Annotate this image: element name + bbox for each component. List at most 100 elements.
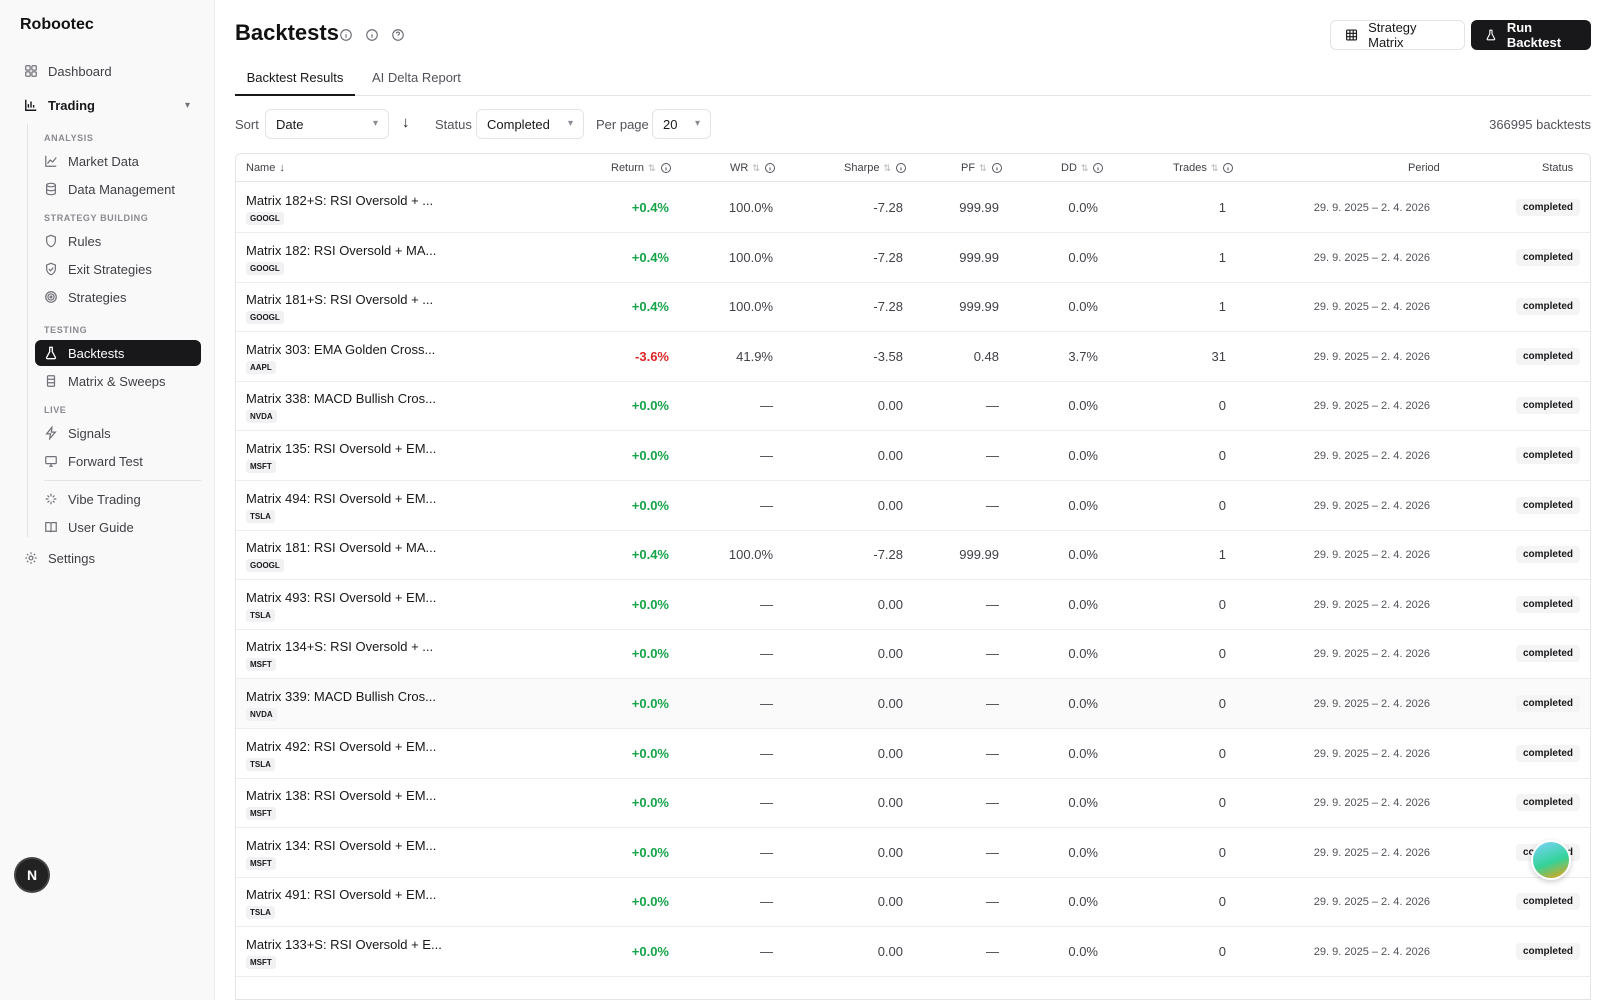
sidebar-item-strategies[interactable]: Strategies xyxy=(35,284,201,310)
backtest-name[interactable]: Matrix 339: MACD Bullish Cros... xyxy=(246,689,436,704)
info-icon[interactable] xyxy=(991,162,1003,174)
column-header-wr[interactable]: WR ⇅ xyxy=(730,162,776,174)
table-row[interactable]: Matrix 181: RSI Oversold + MA... GOOGL +0.… xyxy=(236,530,1590,581)
user-avatar[interactable]: N xyxy=(16,859,48,891)
status-select[interactable]: Completed ▾ xyxy=(476,109,584,139)
info-icon[interactable] xyxy=(660,162,672,174)
table-row[interactable]: Matrix 182: RSI Oversold + MA... GOOGL +0.… xyxy=(236,233,1590,283)
column-header-dd[interactable]: DD ⇅ xyxy=(1061,162,1104,174)
backtest-name[interactable]: Matrix 491: RSI Oversold + EM... xyxy=(246,887,437,903)
sidebar-item-data-management[interactable]: Data Management xyxy=(35,176,201,202)
tab-backtest-results[interactable]: Backtest Results xyxy=(235,70,355,96)
sort-icon: ⇅ xyxy=(752,162,760,173)
period-value: 29. 9. 2025 – 2. 4. 2026 xyxy=(1313,202,1430,214)
table-row[interactable]: Matrix 494: RSI Oversold + EM... TSLA +0.0… xyxy=(236,481,1590,531)
sidebar-item-forward-test[interactable]: Forward Test xyxy=(35,448,201,474)
assistant-avatar-button[interactable] xyxy=(1531,840,1571,880)
help-icon[interactable] xyxy=(391,28,405,42)
sidebar-item-signals[interactable]: Signals xyxy=(35,420,201,446)
sidebar-item-label: Market Data xyxy=(68,153,139,169)
backtest-name[interactable]: Matrix 133+S: RSI Oversold + E... xyxy=(246,937,442,952)
backtest-name[interactable]: Matrix 181: RSI Oversold + MA... xyxy=(246,540,437,556)
info-icon[interactable] xyxy=(1092,162,1104,174)
table-row[interactable]: Matrix 134+S: RSI Oversold + ... MSFT +0.0… xyxy=(236,629,1590,680)
table-row[interactable]: Matrix 138: RSI Oversold + EM... MSFT +0.0… xyxy=(236,778,1590,829)
sort-select[interactable]: Date ▾ xyxy=(265,109,389,139)
table-row[interactable]: Matrix 338: MACD Bullish Cros... NVDA +0.0… xyxy=(236,381,1590,432)
info-icon[interactable] xyxy=(764,162,776,174)
period-value: 29. 9. 2025 – 2. 4. 2026 xyxy=(1313,946,1430,958)
table-row[interactable]: Matrix 133+S: RSI Oversold + E... MSFT +0.… xyxy=(236,927,1590,977)
per-page-select[interactable]: 20 ▾ xyxy=(652,109,711,139)
table-row[interactable]: Matrix 492: RSI Oversold + EM... TSLA +0.0… xyxy=(236,729,1590,779)
backtest-name[interactable]: Matrix 134+S: RSI Oversold + ... xyxy=(246,639,434,655)
sidebar-item-user-guide[interactable]: User Guide xyxy=(35,514,201,540)
table-header: Name ↓ Return ⇅ WR ⇅ Sharpe ⇅ PF ⇅ DD ⇅ Trades… xyxy=(236,154,1590,182)
ticker-badge: TSLA xyxy=(246,757,275,771)
sidebar-item-label: Signals xyxy=(68,425,111,441)
sidebar-item-rules[interactable]: Rules xyxy=(35,228,201,254)
info-icon[interactable] xyxy=(1222,162,1234,174)
drawdown-value: 0.0% xyxy=(1068,200,1098,215)
backtest-name[interactable]: Matrix 182+S: RSI Oversold + ... xyxy=(246,193,434,208)
column-header-name[interactable]: Name ↓ xyxy=(246,162,285,174)
ticker-badge: NVDA xyxy=(246,708,277,721)
info-icon[interactable] xyxy=(339,28,353,42)
backtest-name[interactable]: Matrix 134: RSI Oversold + EM... xyxy=(246,837,437,853)
column-header-pf[interactable]: PF ⇅ xyxy=(961,162,1003,174)
sidebar-item-settings[interactable]: Settings xyxy=(22,545,200,571)
backtest-name[interactable]: Matrix 492: RSI Oversold + EM... xyxy=(246,738,437,754)
win-rate-value: — xyxy=(760,944,773,959)
profit-factor-value: — xyxy=(986,944,999,959)
column-header-trades[interactable]: Trades ⇅ xyxy=(1173,162,1234,174)
sidebar-item-label: Dashboard xyxy=(48,63,112,79)
chevron-down-icon[interactable]: ▾ xyxy=(184,99,190,111)
table-row[interactable]: Matrix 491: RSI Oversold + EM... TSLA +0.0… xyxy=(236,877,1590,928)
table-row[interactable]: Matrix 181+S: RSI Oversold + ... GOOGL +0.… xyxy=(236,282,1590,333)
drawdown-value: 0.0% xyxy=(1068,497,1098,513)
info-icon[interactable] xyxy=(365,28,379,42)
column-header-sharpe[interactable]: Sharpe ⇅ xyxy=(844,162,907,174)
sidebar-item-dashboard[interactable]: Dashboard xyxy=(22,58,200,84)
backtest-name[interactable]: Matrix 138: RSI Oversold + EM... xyxy=(246,788,437,804)
info-icon[interactable] xyxy=(895,162,907,174)
sidebar-item-vibe-trading[interactable]: Vibe Trading xyxy=(35,486,201,512)
backtest-name[interactable]: Matrix 135: RSI Oversold + EM... xyxy=(246,441,437,456)
brand-logo[interactable]: Robootec xyxy=(20,16,94,33)
button-label: Run Backtest xyxy=(1506,20,1562,50)
run-backtest-button[interactable]: Run Backtest xyxy=(1471,20,1591,50)
return-value: +0.4% xyxy=(631,547,669,563)
sidebar-item-label: Vibe Trading xyxy=(68,491,141,507)
trades-value: 1 xyxy=(1218,547,1226,563)
table-row[interactable]: Matrix 493: RSI Oversold + EM... TSLA +0.0… xyxy=(236,580,1590,630)
drawdown-value: 0.0% xyxy=(1068,398,1098,414)
profit-factor-value: 999.99 xyxy=(959,299,999,315)
sidebar-item-market-data[interactable]: Market Data xyxy=(35,148,201,174)
backtest-name[interactable]: Matrix 494: RSI Oversold + EM... xyxy=(246,490,437,506)
backtest-name[interactable]: Matrix 303: EMA Golden Cross... xyxy=(246,341,436,357)
status-select-value: Completed xyxy=(487,117,550,132)
sidebar-item-backtests[interactable]: Backtests xyxy=(35,340,201,366)
table-row[interactable]: Matrix 182+S: RSI Oversold + ... GOOGL +0.… xyxy=(236,183,1590,233)
sort-direction-icon[interactable]: ↓ xyxy=(402,114,410,131)
backtest-name[interactable]: Matrix 182: RSI Oversold + MA... xyxy=(246,242,437,258)
sidebar-item-trading[interactable]: Trading ▾ xyxy=(22,92,200,118)
sharpe-value: 0.00 xyxy=(877,894,903,910)
table-row[interactable]: Matrix 134: RSI Oversold + EM... MSFT +0.0… xyxy=(236,828,1590,878)
table-row[interactable]: Matrix 303: EMA Golden Cross... AAPL -3.6%… xyxy=(236,332,1590,382)
backtest-name[interactable]: Matrix 493: RSI Oversold + EM... xyxy=(246,589,437,605)
column-header-return[interactable]: Return ⇅ xyxy=(611,162,672,174)
period-value: 29. 9. 2025 – 2. 4. 2026 xyxy=(1313,350,1430,363)
tab-ai-delta-report[interactable]: AI Delta Report xyxy=(372,70,461,85)
table-row[interactable]: Matrix 339: MACD Bullish Cros... NVDA +0.0… xyxy=(236,679,1590,729)
table-row[interactable]: Matrix 135: RSI Oversold + EM... MSFT +0.0… xyxy=(236,431,1590,481)
sidebar-item-exit-strategies[interactable]: Exit Strategies xyxy=(35,256,201,282)
trades-value: 1 xyxy=(1218,299,1226,315)
trades-value: 0 xyxy=(1218,894,1226,910)
sidebar-item-matrix-sweeps[interactable]: Matrix & Sweeps xyxy=(35,368,201,394)
profit-factor-value: 999.99 xyxy=(959,200,999,215)
strategy-matrix-button[interactable]: Strategy Matrix xyxy=(1330,20,1465,50)
backtest-name[interactable]: Matrix 181+S: RSI Oversold + ... xyxy=(246,292,434,308)
drawdown-value: 0.0% xyxy=(1068,646,1098,662)
backtest-name[interactable]: Matrix 338: MACD Bullish Cros... xyxy=(246,391,436,407)
